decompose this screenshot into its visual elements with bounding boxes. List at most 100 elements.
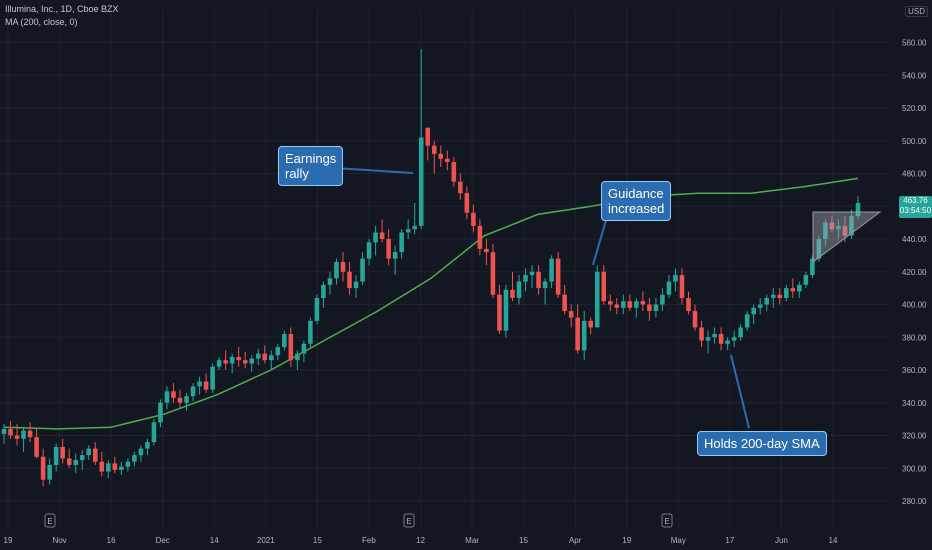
candle-body <box>666 281 672 295</box>
candle-body <box>705 337 711 341</box>
candle-body <box>445 158 450 163</box>
candle-body <box>360 258 365 282</box>
candle-body <box>699 327 704 341</box>
candle-body <box>295 353 300 361</box>
y-tick-label: 400.00 <box>902 301 927 310</box>
y-tick-label: 520.00 <box>902 104 927 113</box>
candle-body <box>158 402 163 423</box>
candle-body <box>399 232 404 253</box>
y-tick-label: 300.00 <box>902 464 927 473</box>
y-tick-label: 320.00 <box>902 432 927 441</box>
x-tick-label: 14 <box>210 536 219 545</box>
candle-body <box>190 386 196 397</box>
candle-body <box>203 381 209 390</box>
candle-body <box>314 297 320 321</box>
candle-body <box>614 304 620 308</box>
candle-body <box>744 314 750 328</box>
candle-body <box>40 456 46 480</box>
candle-body <box>660 294 665 305</box>
candle-body <box>640 301 646 305</box>
x-tick-label: 19 <box>4 536 13 545</box>
svg-text:E: E <box>406 517 411 526</box>
y-tick-label: 340.00 <box>902 399 927 408</box>
candle-body <box>751 307 756 315</box>
candle-body <box>308 320 313 344</box>
candle-body <box>718 333 724 344</box>
last-price-badge: 463.76 03:54:50 <box>899 196 932 218</box>
candle-body <box>366 242 372 259</box>
candle-body <box>66 458 72 465</box>
candle-body <box>829 222 835 230</box>
candle-body <box>288 333 294 361</box>
candle-body <box>673 275 678 282</box>
candle-body <box>255 353 261 359</box>
x-tick-label: Nov <box>52 536 66 545</box>
candle-body <box>549 258 554 282</box>
candle-body <box>184 396 189 403</box>
y-tick-label: 440.00 <box>902 235 927 244</box>
candle-body <box>503 289 509 331</box>
y-tick-label: 280.00 <box>902 497 927 506</box>
candle-body <box>262 353 268 361</box>
candle-body <box>542 281 548 289</box>
candle-body <box>634 301 639 308</box>
candle-body <box>477 225 483 249</box>
candle-body <box>53 446 59 465</box>
candle-body <box>379 232 385 239</box>
candle-body <box>679 275 685 298</box>
y-tick-label: 500.00 <box>902 137 927 146</box>
candle-body <box>92 448 98 462</box>
candle-body <box>464 193 470 213</box>
earnings-rally-callout[interactable]: Earnings rally <box>278 146 344 186</box>
candle-body <box>242 360 248 364</box>
candle-body <box>138 448 144 456</box>
candle-body <box>353 281 359 289</box>
candle-body <box>647 304 652 312</box>
y-tick-label: 540.00 <box>902 71 927 80</box>
x-tick-label: Jun <box>775 536 788 545</box>
candle-body <box>14 435 20 439</box>
x-tick-label: 12 <box>416 536 425 545</box>
earnings-marker[interactable]: E <box>403 513 415 528</box>
candle-body <box>601 271 607 302</box>
candle-body <box>236 356 241 361</box>
candle-body <box>458 181 463 194</box>
currency-label[interactable]: USD <box>905 6 928 17</box>
candle-body <box>594 271 600 328</box>
x-tick-label: Dec <box>156 536 170 545</box>
candle-body <box>145 442 150 449</box>
candle-body <box>275 347 281 356</box>
holds-sma-callout[interactable]: Holds 200-day SMA <box>697 431 827 456</box>
candle-body <box>418 137 424 226</box>
earnings-marker[interactable]: E <box>661 513 673 528</box>
candle-body <box>490 252 496 295</box>
candle-body <box>836 225 841 230</box>
earnings-marker[interactable]: E <box>44 513 56 528</box>
guidance-increased-callout[interactable]: Guidance increased <box>601 181 672 221</box>
candle-body <box>386 239 391 259</box>
ma-200-line <box>3 177 859 430</box>
candle-body <box>334 261 339 279</box>
candle-body <box>731 337 737 341</box>
candle-body <box>8 428 13 436</box>
candle-body <box>99 461 105 472</box>
candle-body <box>60 446 65 459</box>
candle-body <box>119 466 124 470</box>
candle-body <box>373 232 378 243</box>
candle-body <box>738 327 743 338</box>
candle-body <box>653 304 659 312</box>
candle-body <box>607 301 613 305</box>
candle-body <box>810 258 815 276</box>
candle-body <box>725 340 730 344</box>
candle-body <box>327 278 333 285</box>
symbol-title: Illumina, Inc., 1D, Cboe BZX <box>5 4 119 14</box>
candle-body <box>425 127 431 146</box>
candle-body <box>27 430 33 438</box>
candle-body <box>484 248 489 253</box>
candle-body <box>816 239 822 259</box>
ma-legend: MA (200, close, 0) <box>5 17 78 27</box>
candle-body <box>764 297 770 305</box>
candle-body <box>568 311 574 318</box>
candle-body <box>249 358 255 364</box>
